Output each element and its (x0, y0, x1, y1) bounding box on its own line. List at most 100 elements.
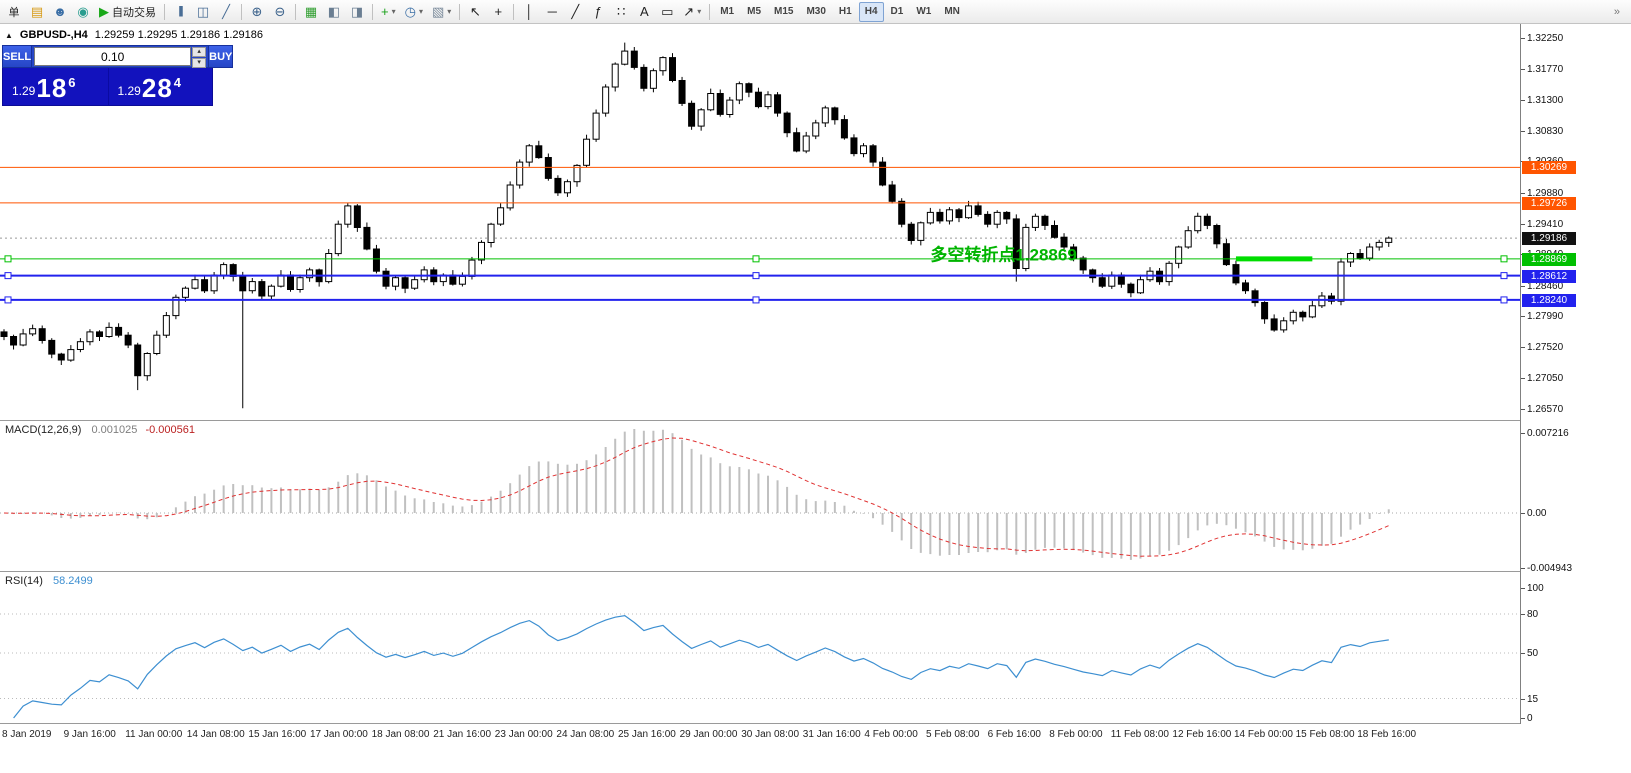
chevron-down-icon: ▾ (391, 7, 396, 16)
line-handle[interactable] (4, 296, 12, 304)
timeframe-mn-button[interactable]: MN (944, 6, 960, 17)
timeframe-h4-button[interactable]: H4 (858, 1, 884, 22)
price-chart-canvas[interactable]: 多空转折点1.28869 (0, 24, 1520, 420)
arrows-tool-button[interactable]: ↗ ▾ (679, 2, 705, 22)
ohlc-values: 1.29259 1.29295 1.29186 1.29186 (94, 29, 263, 41)
macd-signal-value: -0.000561 (145, 424, 195, 436)
zoom-in-button[interactable]: ⊕ (246, 2, 268, 22)
toolbar-separator (709, 3, 711, 20)
rsi-chart-canvas[interactable] (0, 572, 1520, 723)
pane-separator[interactable] (0, 723, 1631, 724)
templates-button[interactable]: ▧ ▾ (428, 2, 455, 22)
line-handle[interactable] (752, 272, 760, 280)
toolbar-overflow-button[interactable]: » (1613, 5, 1620, 18)
time-axis-label: 18 Feb 16:00 (1357, 729, 1417, 740)
timeframe-m5-button[interactable]: M5 (747, 6, 762, 17)
cursor-tool-button[interactable]: ↖ (464, 2, 486, 22)
macd-chart-canvas[interactable] (0, 421, 1520, 571)
periods-button[interactable]: ◷ ▾ (401, 2, 427, 22)
bar-chart-type-button[interactable]: ||| (169, 2, 191, 22)
candlestick-chart-type-icon: ◫ (196, 4, 210, 19)
profiles-icon-button[interactable]: ☻ (49, 2, 71, 22)
buy-button[interactable]: BUY (208, 45, 234, 68)
one-click-panel-collapse-icon[interactable]: ▲ (5, 30, 13, 40)
toolbar-separator (241, 3, 242, 20)
vertical-line-tool-button[interactable]: │ (518, 2, 540, 22)
cascade-windows-button[interactable]: ◧ (323, 2, 345, 22)
time-axis-label: 21 Jan 16:00 (433, 729, 492, 740)
horizontal-level-lines[interactable] (0, 166, 1520, 304)
tile-windows-button[interactable]: ▦ (300, 2, 322, 22)
cycle-lines-tool-button[interactable]: ∷ (610, 2, 632, 22)
time-axis[interactable]: 8 Jan 2019 9 Jan 16:00 11 Jan 00:00 14 Jan … (0, 724, 1631, 748)
pane-separator[interactable] (0, 420, 1631, 421)
macd-pane[interactable]: MACD(12,26,9) 0.001025 -0.000561 (0, 421, 1520, 571)
text-label-tool-button[interactable]: ▭ (656, 2, 678, 22)
trade-panel-controls: SELL ▴ ▾ BUY (2, 45, 234, 68)
arrange-windows-icon: ◨ (350, 4, 364, 19)
tile-windows-icon: ▦ (304, 4, 318, 19)
timeframe-m15-button[interactable]: M15 (774, 6, 794, 17)
time-axis-label: 23 Jan 00:00 (494, 729, 553, 740)
lot-decrease-button[interactable]: ▾ (192, 58, 207, 68)
horizontal-line-tool-button[interactable]: ─ (541, 2, 563, 22)
time-axis-label: 24 Jan 08:00 (556, 729, 615, 740)
price-axis-column[interactable]: 1.322501.317701.313001.308301.303601.298… (1520, 24, 1631, 724)
new-order-button[interactable]: 单 (3, 2, 25, 22)
time-axis-label: 4 Feb 00:00 (864, 729, 918, 740)
toolbar-separator (513, 3, 515, 20)
line-handle[interactable] (1500, 272, 1508, 280)
level-price-tag: 1.28612 (1522, 269, 1576, 283)
timeframe-h1-button[interactable]: H1 (838, 6, 852, 17)
rsi-pane[interactable]: RSI(14) 58.2499 (0, 572, 1520, 723)
price-pane[interactable]: 多空转折点1.28869 ▲ GBPUSD-,H4 1.29259 1.2929… (0, 24, 1520, 420)
trendline-tool-button[interactable]: ╱ (564, 2, 586, 22)
turning-point-annotation[interactable]: 多空转折点1.28869 (930, 245, 1076, 265)
symbol-info: ▲ GBPUSD-,H4 1.29259 1.29295 1.29186 1.2… (5, 29, 263, 41)
crosshair-tool-button[interactable]: + (487, 2, 509, 22)
line-handle[interactable] (1500, 296, 1508, 304)
ask-price-display: 1.29 28 4 (107, 68, 213, 105)
ask-big-digits: 28 (141, 73, 173, 103)
time-axis-label: 30 Jan 08:00 (741, 729, 800, 740)
fibonacci-tool-button[interactable]: ƒ (587, 2, 609, 22)
timeframe-d1-button[interactable]: D1 (890, 6, 904, 17)
lot-size-input[interactable] (34, 47, 192, 66)
trade-panel-quotes: 1.29 18 6 1.29 28 4 (2, 68, 213, 106)
line-handle[interactable] (4, 255, 12, 263)
autotrading-button[interactable]: ▶ 自动交易 (95, 2, 160, 22)
chevron-down-icon: ▾ (418, 7, 423, 16)
indicators-button[interactable]: + ▾ (377, 2, 400, 22)
chevron-down-icon: ▾ (447, 7, 452, 16)
bid-prefix: 1.29 (12, 84, 36, 98)
macd-signal-line (3, 437, 1389, 557)
zoom-out-button[interactable]: ⊖ (269, 2, 291, 22)
sell-button[interactable]: SELL (2, 45, 33, 68)
macd-histogram (12, 429, 1390, 560)
time-axis-label: 15 Jan 16:00 (248, 729, 307, 740)
time-axis-label: 31 Jan 16:00 (802, 729, 861, 740)
timeframe-m1-button[interactable]: M1 (720, 6, 735, 17)
arrange-windows-button[interactable]: ◨ (346, 2, 368, 22)
line-chart-type-button[interactable]: ╱ (215, 2, 237, 22)
timeframe-w1-button[interactable]: W1 (916, 6, 932, 17)
rsi-line (13, 614, 1389, 719)
new-chart-icon-button[interactable]: ▤ (26, 2, 48, 22)
horizontal-line-tool-icon: ─ (547, 4, 557, 19)
line-handle[interactable] (752, 255, 760, 263)
line-handle[interactable] (1500, 255, 1508, 263)
bid-pipette: 6 (68, 75, 76, 90)
rsi-axis-tick: 15 (1520, 693, 1539, 705)
market-watch-icon-button[interactable]: ◉ (72, 2, 94, 22)
lot-increase-button[interactable]: ▴ (192, 47, 207, 57)
vertical-line-tool-icon: │ (525, 4, 534, 19)
text-tool-button[interactable]: A (633, 2, 655, 22)
pane-separator[interactable] (0, 571, 1631, 572)
line-handle[interactable] (4, 272, 12, 280)
candlestick-chart-type-button[interactable]: ◫ (192, 2, 214, 22)
price-axis-tick: 1.31770 (1520, 64, 1564, 76)
level-price-tag: 1.30269 (1522, 161, 1576, 175)
line-handle[interactable] (752, 296, 760, 304)
timeframe-m30-button[interactable]: M30 (806, 6, 826, 17)
rsi-label: RSI(14) 58.2499 (5, 575, 93, 587)
